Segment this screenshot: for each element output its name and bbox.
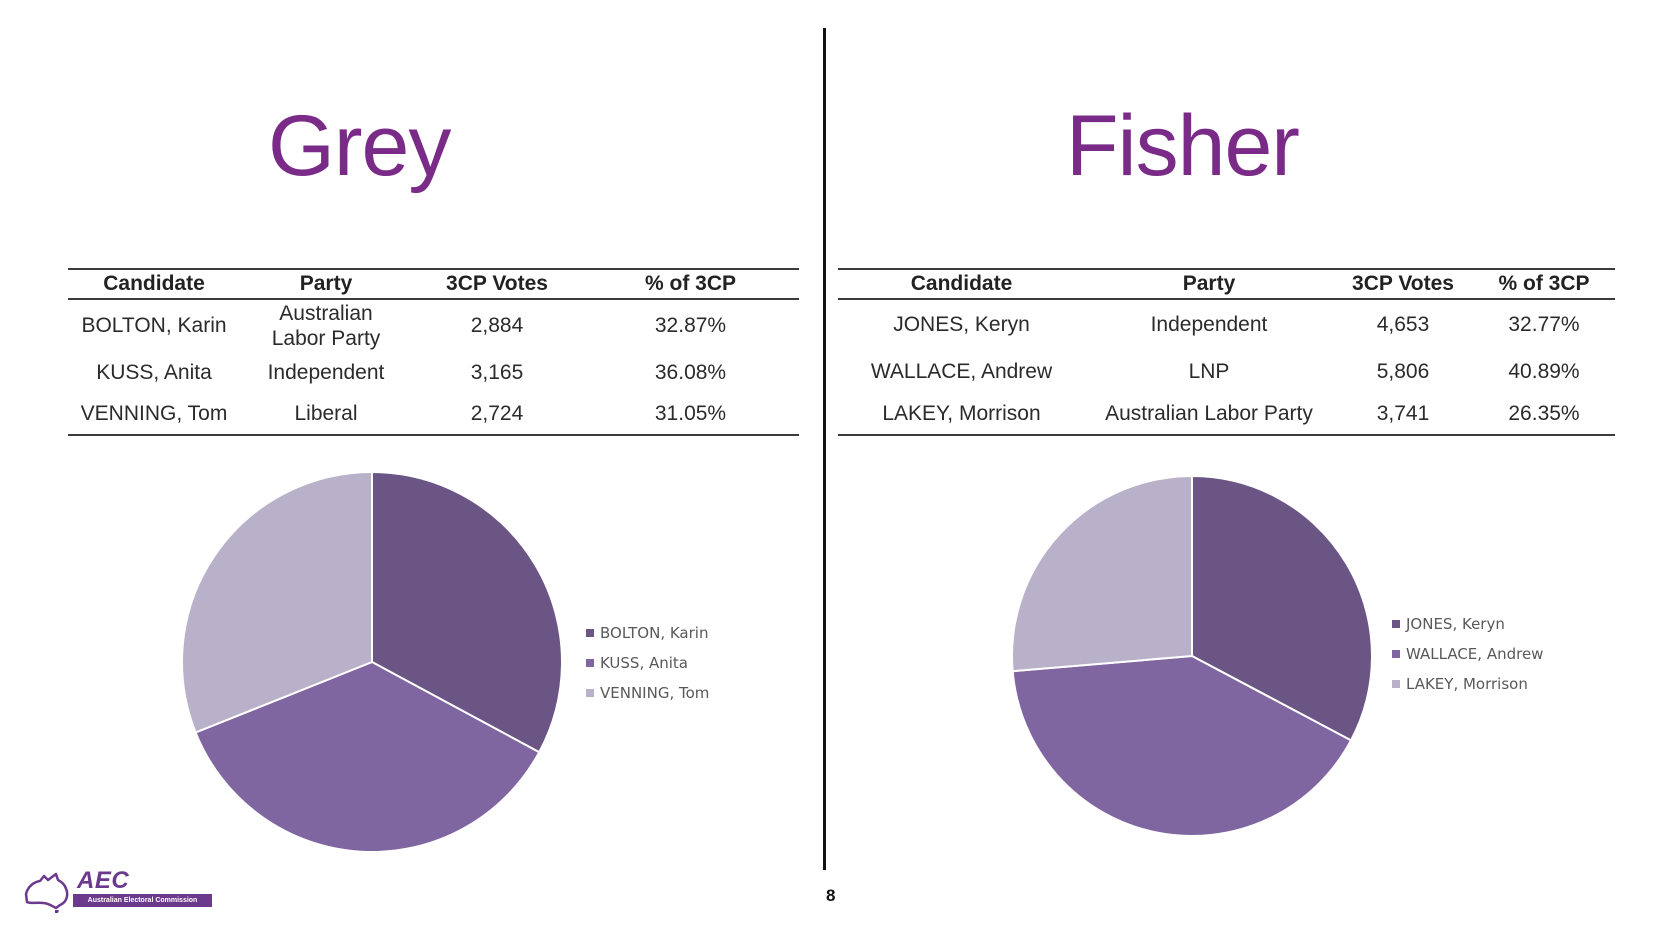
cell-candidate: WALLACE, Andrew	[870, 359, 1053, 383]
table-row: WALLACE, Andrew LNP 5,806 40.89%	[838, 349, 1615, 393]
table-row: VENNING, Tom Liberal 2,724 31.05%	[68, 393, 799, 436]
table-header-row: Candidate Party 3CP Votes % of 3CP	[838, 268, 1615, 300]
page-number: 8	[826, 886, 836, 905]
legend-label: JONES, Keryn	[1406, 615, 1505, 633]
cell-party: Independent	[267, 360, 385, 384]
pie-slice-1	[371, 470, 563, 754]
pie-slice-3	[1011, 474, 1193, 673]
electorate-title: Fisher	[1066, 98, 1300, 194]
cell-percent: 31.05%	[582, 393, 799, 436]
table-row: KUSS, Anita Independent 3,165 36.08%	[68, 351, 799, 393]
table-row: LAKEY, Morrison Australian Labor Party 3…	[838, 393, 1615, 436]
legend-item: VENNING, Tom	[586, 678, 709, 708]
cell-percent: 32.87%	[654, 314, 727, 337]
legend-swatch	[1392, 620, 1400, 628]
cell-candidate: JONES, Keryn	[893, 313, 1030, 336]
cell-percent: 32.77%	[1508, 313, 1580, 336]
cell-percent: 40.89%	[1508, 359, 1580, 383]
legend-item: KUSS, Anita	[586, 648, 709, 678]
cell-party: LNP	[1188, 359, 1230, 383]
cell-votes: 2,884	[470, 314, 524, 337]
cell-percent: 26.35%	[1473, 393, 1615, 436]
table-row: BOLTON, Karin Australian Labor Party 2,8…	[68, 299, 799, 351]
panel-fisher: Fisher Candidate Party 3CP Votes % of 3C…	[838, 0, 1615, 930]
legend-swatch	[586, 629, 594, 637]
legend-fisher: JONES, Keryn WALLACE, Andrew LAKEY, Morris…	[1392, 609, 1543, 699]
results-table: Candidate Party 3CP Votes % of 3CP JONES…	[838, 268, 1615, 436]
legend-swatch	[586, 659, 594, 667]
cell-votes: 4,653	[1376, 313, 1430, 336]
results-table: Candidate Party 3CP Votes % of 3CP BOLTO…	[68, 268, 799, 436]
pie-slice-1	[1191, 474, 1373, 742]
cell-votes: 3,165	[470, 360, 524, 384]
legend-swatch	[1392, 680, 1400, 688]
legend-item: BOLTON, Karin	[586, 618, 709, 648]
legend-label: BOLTON, Karin	[600, 624, 709, 642]
legend-label: KUSS, Anita	[600, 654, 689, 672]
legend-label: WALLACE, Andrew	[1406, 645, 1544, 663]
header-party: Party	[1085, 268, 1333, 300]
table-row: JONES, Keryn Independent 4,653 32.77%	[838, 299, 1615, 349]
cell-candidate: KUSS, Anita	[96, 360, 212, 384]
legend-swatch	[1392, 650, 1400, 658]
header-candidate: Candidate	[838, 268, 1085, 300]
header-percent: % of 3CP	[582, 268, 799, 300]
pie-chart-grey	[181, 470, 563, 853]
legend-label: VENNING, Tom	[600, 684, 710, 702]
legend-item: JONES, Keryn	[1392, 609, 1543, 639]
cell-candidate: LAKEY, Morrison	[838, 393, 1085, 436]
pie-slice-2	[1011, 654, 1353, 837]
table-header-row: Candidate Party 3CP Votes % of 3CP	[68, 268, 799, 300]
header-party: Party	[240, 268, 412, 300]
cell-party: Australian Labor Party	[271, 301, 381, 350]
cell-votes: 5,806	[1376, 359, 1430, 383]
cell-party: Liberal	[240, 393, 412, 436]
header-percent: % of 3CP	[1473, 268, 1615, 300]
cell-party: Australian Labor Party	[1085, 393, 1333, 436]
logo-subtext: Australian Electoral Commission	[73, 894, 212, 907]
legend-grey: BOLTON, Karin KUSS, Anita VENNING, Tom	[586, 618, 709, 708]
panel-grey: Grey Candidate Party 3CP Votes % of 3CP …	[68, 0, 799, 930]
cell-votes: 2,724	[412, 393, 582, 436]
legend-item: WALLACE, Andrew	[1392, 639, 1543, 669]
pie-chart-fisher	[1011, 474, 1373, 837]
header-votes: 3CP Votes	[412, 268, 582, 300]
header-candidate: Candidate	[68, 268, 240, 300]
cell-candidate: BOLTON, Karin	[81, 314, 227, 337]
pie-slice-2	[194, 660, 541, 853]
aec-logo: AEC Australian Electoral Commission	[22, 867, 212, 916]
electorate-title: Grey	[268, 98, 451, 194]
legend-label: LAKEY, Morrison	[1406, 675, 1528, 693]
australia-map-icon	[24, 872, 69, 913]
logo-text: AEC	[77, 867, 130, 894]
pie-slice-3	[181, 470, 373, 734]
legend-swatch	[586, 689, 594, 697]
legend-item: LAKEY, Morrison	[1392, 669, 1543, 699]
cell-candidate: VENNING, Tom	[68, 393, 240, 436]
cell-votes: 3,741	[1333, 393, 1473, 436]
vertical-divider	[823, 28, 826, 870]
header-votes: 3CP Votes	[1333, 268, 1473, 300]
cell-party: Independent	[1150, 313, 1268, 336]
cell-percent: 36.08%	[654, 360, 727, 384]
